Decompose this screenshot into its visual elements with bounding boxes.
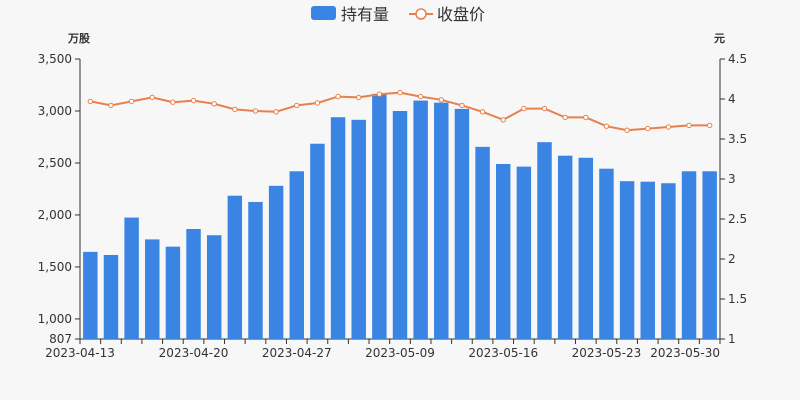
- y-left-tick-label: 2,500: [38, 156, 72, 170]
- price-point: [562, 114, 568, 121]
- x-tick-label: 2023-05-16: [468, 346, 538, 360]
- bar: [557, 155, 573, 339]
- x-tick-label: 2023-04-27: [262, 346, 332, 360]
- price-point: [211, 101, 217, 107]
- legend-bar-label: 持有量: [341, 5, 389, 24]
- bar: [310, 143, 325, 339]
- bar: [413, 100, 428, 340]
- x-tick-label: 2023-04-20: [159, 346, 229, 360]
- price-point: [686, 122, 692, 129]
- price-point: [273, 109, 279, 115]
- price-point: [438, 97, 444, 103]
- y-right-tick-label: 1: [728, 332, 736, 346]
- bar: [227, 195, 243, 339]
- y-left-tick-label: 2,000: [38, 208, 72, 222]
- legend-line-marker: [415, 8, 427, 20]
- bar: [516, 166, 532, 339]
- y-right-tick-label: 1.5: [728, 292, 747, 306]
- bar: [434, 102, 449, 340]
- price-point: [397, 89, 403, 96]
- y-right-tick-label: 4: [728, 92, 736, 106]
- price-point: [541, 105, 548, 112]
- bar: [248, 201, 263, 339]
- line-series: [87, 89, 713, 133]
- bar: [578, 157, 594, 339]
- y-right-unit: 元: [714, 32, 725, 45]
- bar: [330, 117, 346, 339]
- bar: [599, 168, 614, 339]
- y-right-tick-label: 4.5: [728, 52, 747, 66]
- bar: [702, 171, 717, 339]
- bar: [83, 251, 98, 339]
- price-point: [149, 94, 155, 101]
- legend-line-label: 收盘价: [437, 5, 485, 24]
- price-point: [500, 117, 506, 123]
- price-point: [314, 100, 321, 106]
- x-tick-label: 2023-05-23: [572, 346, 642, 360]
- y-left-tick-label: 3,000: [38, 104, 72, 118]
- x-tick-label: 2023-05-09: [365, 346, 435, 360]
- bar: [537, 142, 552, 339]
- legend: 持有量 收盘价: [311, 5, 485, 24]
- y-right-tick-label: 2: [728, 252, 736, 266]
- price-point: [87, 98, 94, 105]
- bar: [206, 235, 222, 339]
- price-point: [232, 106, 238, 113]
- axes: 807 1,000 1,500 2,000 2,500 3,000 3,500 1 1.5 2 2.…: [38, 52, 747, 360]
- price-point: [108, 102, 114, 109]
- y-right-tick-label: 3.5: [728, 132, 747, 146]
- bar: [289, 171, 304, 339]
- price-point: [252, 108, 259, 114]
- x-tick-label: 2023-04-13: [45, 346, 115, 360]
- price-point: [417, 93, 424, 100]
- price-point: [128, 98, 135, 105]
- bar: [103, 254, 119, 339]
- bar: [392, 110, 408, 339]
- price-point: [294, 102, 300, 109]
- y-right-tick-label: 2.5: [728, 212, 747, 226]
- price-point: [479, 109, 486, 115]
- bar: [145, 239, 160, 339]
- bar: [681, 171, 697, 339]
- price-point: [190, 97, 197, 104]
- bar-series: [83, 93, 717, 340]
- bar: [661, 183, 676, 339]
- price-point: [459, 102, 465, 109]
- bar: [351, 119, 366, 339]
- price-point: [665, 124, 672, 130]
- bar: [124, 217, 139, 339]
- bar: [475, 146, 490, 339]
- price-point: [645, 125, 651, 132]
- y-left-tick-label: 1,500: [38, 260, 72, 274]
- y-left-tick-label: 1,000: [38, 312, 72, 326]
- bar: [186, 228, 201, 339]
- price-point: [376, 91, 383, 97]
- price-point: [170, 99, 176, 105]
- price-point: [356, 94, 362, 101]
- bar: [165, 246, 181, 339]
- y-right-tick-label: 3: [728, 172, 736, 186]
- bar: [372, 93, 387, 339]
- y-left-tick-label: 807: [49, 332, 72, 346]
- bar: [454, 108, 470, 339]
- price-point: [521, 105, 527, 112]
- bar: [268, 185, 284, 339]
- x-tick-label: 2023-05-30: [650, 346, 720, 360]
- legend-bar-swatch: [311, 6, 336, 20]
- price-point: [335, 93, 341, 100]
- price-point: [603, 123, 610, 129]
- y-left-tick-label: 3,500: [38, 52, 72, 66]
- price-point: [624, 127, 630, 133]
- bar: [619, 181, 635, 339]
- bar: [640, 181, 655, 339]
- y-left-unit: 万股: [67, 32, 91, 45]
- price-point: [706, 122, 713, 129]
- bar: [496, 164, 511, 339]
- price-point: [583, 114, 589, 121]
